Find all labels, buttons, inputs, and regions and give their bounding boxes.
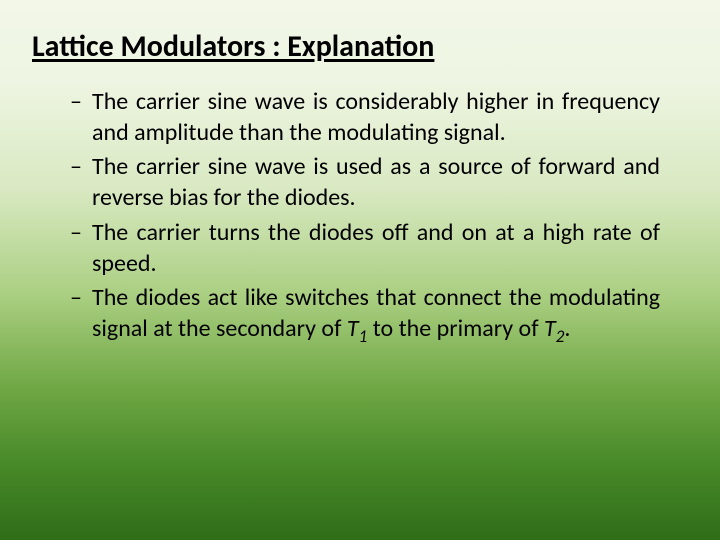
bullet-item: The carrier turns the diodes off and on …: [92, 218, 660, 279]
bullet-item: The carrier sine wave is considerably hi…: [92, 87, 660, 148]
bullet-item: The carrier sine wave is used as a sourc…: [92, 152, 660, 213]
bullet-list: The carrier sine wave is considerably hi…: [30, 87, 690, 348]
bullet-item: The diodes act like switches that connec…: [92, 283, 660, 348]
slide-title: Lattice Modulators : Explanation: [32, 28, 690, 65]
slide: Lattice Modulators : Explanation The car…: [0, 0, 720, 540]
